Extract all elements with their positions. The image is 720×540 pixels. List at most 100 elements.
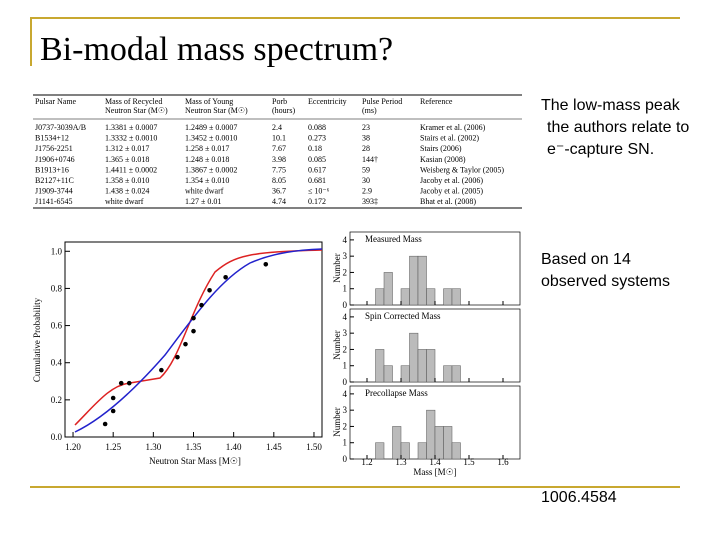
- x-axis-title: Neutron Star Mass [M☉]: [149, 456, 241, 466]
- table-cell: 1.2489 ± 0.0007: [185, 123, 237, 132]
- fit-curve: [74, 249, 323, 426]
- histogram-bar: [443, 288, 453, 306]
- data-point: [126, 380, 132, 386]
- data-point: [118, 380, 124, 386]
- histogram-bar: [426, 409, 436, 460]
- table-cell: B1534+12: [35, 134, 69, 143]
- histogram-bar: [409, 332, 419, 383]
- table-cell: 7.67: [272, 144, 286, 153]
- column-header: Mass of Young: [185, 97, 233, 106]
- data-point: [191, 328, 196, 334]
- data-point: [183, 341, 188, 347]
- x-tick-label: 1.35: [186, 442, 202, 452]
- histogram-bar: [375, 442, 385, 460]
- histogram-bar: [443, 365, 453, 383]
- y-tick-label: 0: [343, 454, 348, 464]
- table-cell: 0.085: [308, 155, 326, 164]
- x-tick-label: 1.40: [226, 442, 242, 452]
- y-axis-title: Number: [332, 407, 342, 437]
- y-axis-title: Cumulative Probability: [32, 297, 42, 382]
- x-tick-label: 1.20: [65, 442, 81, 452]
- y-tick-label: 1: [343, 361, 348, 371]
- y-tick-label: 0.0: [51, 432, 63, 442]
- histogram-bar: [417, 255, 427, 306]
- data-point: [223, 274, 228, 280]
- table-cell: white dwarf: [185, 187, 224, 196]
- data-point: [191, 315, 196, 321]
- column-header: (ms): [362, 106, 377, 115]
- histogram-bar: [400, 288, 410, 306]
- table-cell: Weisberg & Taylor (2005): [420, 165, 504, 174]
- data-point: [159, 367, 164, 373]
- y-tick-label: 1: [343, 284, 348, 294]
- histogram-bar: [443, 426, 453, 460]
- y-tick-label: 0.2: [51, 395, 62, 405]
- table-cell: 1.248 ± 0.018: [185, 155, 229, 164]
- table-cell: 1.438 ± 0.024: [105, 187, 149, 196]
- histogram-bar: [426, 349, 436, 383]
- y-tick-label: 3: [343, 405, 348, 415]
- histogram-bar: [451, 442, 461, 460]
- column-header: Porb: [272, 97, 287, 106]
- table-cell: 0.172: [308, 197, 326, 206]
- x-axis-title: Mass [M☉]: [413, 467, 456, 477]
- histogram-bar: [375, 288, 385, 306]
- table-cell: B1913+16: [35, 165, 69, 174]
- y-tick-label: 2: [343, 267, 348, 277]
- table-cell: 1.3332 ± 0.0010: [105, 134, 157, 143]
- table-cell: 2.9: [362, 187, 372, 196]
- y-tick-label: 3: [343, 251, 348, 261]
- column-header: Mass of Recycled: [105, 97, 162, 106]
- y-tick-label: 1.0: [51, 246, 63, 256]
- y-tick-label: 0.6: [51, 321, 63, 331]
- table-cell: J1756-2251: [35, 144, 73, 153]
- histogram-bar: [383, 365, 393, 383]
- y-axis-title: Number: [332, 253, 342, 283]
- y-tick-label: 2: [343, 421, 348, 431]
- y-tick-label: 0: [343, 377, 348, 387]
- table-figure: [30, 93, 525, 213]
- histogram-bar: [400, 442, 410, 460]
- table-cell: Jacoby et al. (2005): [420, 187, 483, 196]
- table-cell: 0.273: [308, 134, 326, 143]
- note-line: e⁻-capture SN.: [547, 141, 654, 158]
- column-header: Neutron Star (M☉): [185, 106, 248, 115]
- x-tick-label: 1.25: [105, 442, 121, 452]
- y-tick-label: 0.4: [51, 358, 63, 368]
- data-point: [207, 287, 212, 293]
- table-cell: Kramer et al. (2006): [420, 123, 486, 132]
- table-cell: white dwarf: [105, 197, 144, 206]
- table-cell: J1909-3744: [35, 187, 73, 196]
- data-point: [102, 421, 108, 427]
- panel-label: Precollapse Mass: [365, 388, 428, 398]
- y-tick-label: 2: [343, 344, 348, 354]
- table-cell: Stairs et al. (2002): [420, 134, 479, 143]
- x-tick-label: 1.6: [497, 457, 509, 467]
- table-cell: 28: [362, 144, 370, 153]
- table-cell: 3.98: [272, 155, 286, 164]
- table-cell: 1.3381 ± 0.0007: [105, 123, 157, 132]
- table-cell: 1.4411 ± 0.0002: [105, 165, 157, 174]
- column-header: Pulse Period: [362, 97, 402, 106]
- table-cell: Bhat et al. (2008): [420, 197, 476, 206]
- table-cell: 2.4: [272, 123, 282, 132]
- table-cell: 7.75: [272, 165, 286, 174]
- note-line: the authors relate to: [547, 119, 689, 136]
- table-cell: 30: [362, 176, 370, 185]
- table-cell: 8.05: [272, 176, 286, 185]
- y-tick-label: 4: [343, 389, 348, 399]
- column-header: Reference: [420, 97, 453, 106]
- data-point: [110, 408, 116, 414]
- table-cell: 1.312 ± 0.017: [105, 144, 149, 153]
- histogram-bar: [434, 426, 444, 460]
- arxiv-reference: 1006.4584: [541, 489, 617, 506]
- x-tick-label: 1.45: [266, 442, 282, 452]
- histogram-bar: [426, 288, 436, 306]
- data-point: [110, 395, 116, 401]
- table-cell: 1.258 ± 0.017: [185, 144, 229, 153]
- panel-label: Spin Corrected Mass: [365, 311, 441, 321]
- note-line: The low-mass peak: [541, 97, 681, 114]
- x-tick-label: 1.3: [395, 457, 407, 467]
- x-tick-label: 1.50: [306, 442, 322, 452]
